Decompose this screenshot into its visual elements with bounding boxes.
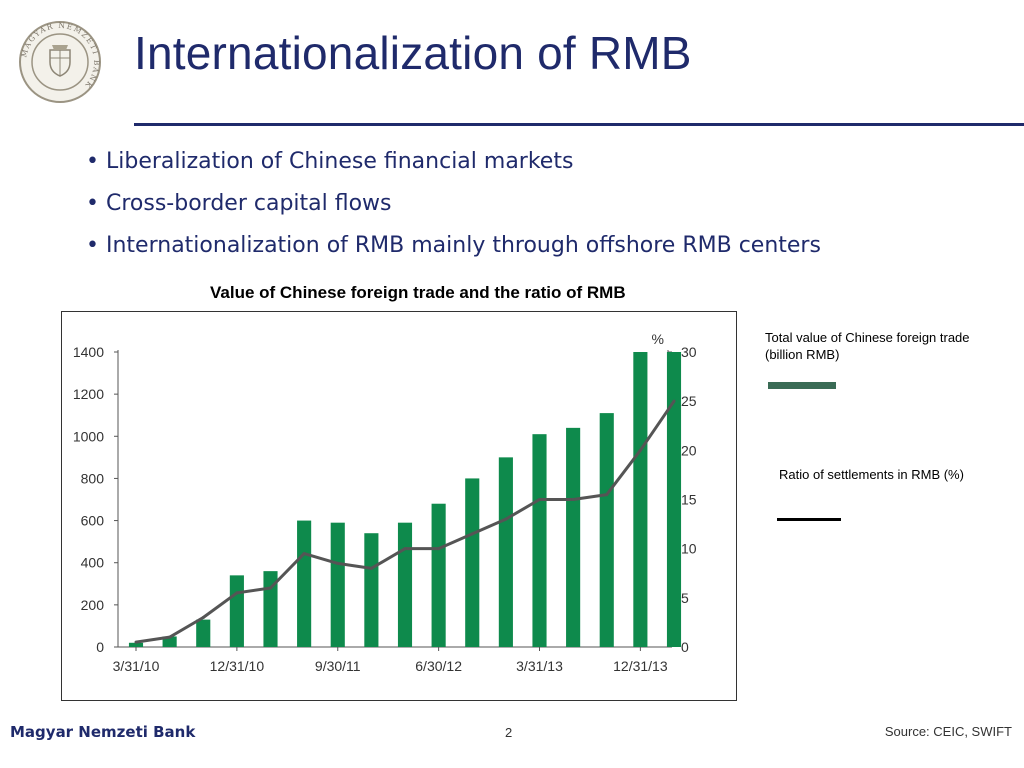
rmb-ratio-point xyxy=(538,498,541,501)
y-left-tick-label: 400 xyxy=(81,555,105,571)
y-right-tick-label: 20 xyxy=(681,442,697,458)
rmb-ratio-point xyxy=(302,552,306,556)
trade-chart: 0 200 400 600 800 1000 1200 1400 0 5 10 15 20 25 30% 3/… xyxy=(73,331,697,674)
footer-organization: Magyar Nemzeti Bank xyxy=(10,723,196,741)
trade-value-bar xyxy=(297,520,312,647)
rmb-ratio-point xyxy=(369,566,373,570)
title-divider xyxy=(134,123,1024,126)
rmb-ratio-point xyxy=(336,561,340,565)
x-tick-label: 12/31/13 xyxy=(613,658,668,674)
trade-value-bar xyxy=(364,533,379,647)
rmb-ratio-point xyxy=(168,635,172,639)
trade-value-bar xyxy=(397,522,413,647)
rmb-ratio-point xyxy=(134,640,138,644)
rmb-ratio-point xyxy=(269,586,272,590)
bullet-icon: • xyxy=(86,191,99,216)
trade-value-bar xyxy=(128,642,144,647)
rmb-ratio-point xyxy=(571,498,575,501)
trade-value-bar xyxy=(465,478,480,647)
rmb-ratio-point xyxy=(504,517,508,521)
rmb-ratio-point xyxy=(638,448,642,452)
trade-value-bar xyxy=(532,434,547,647)
trade-value-bar xyxy=(196,619,211,647)
rmb-ratio-point xyxy=(235,591,239,595)
y-left-tick-label: 800 xyxy=(81,470,105,486)
y-left-tick-label: 1200 xyxy=(73,386,104,402)
chart-title: Value of Chinese foreign trade and the r… xyxy=(210,283,626,302)
trade-value-bar xyxy=(330,522,345,647)
y-right-tick-label: 0 xyxy=(681,639,689,655)
trade-value-bar xyxy=(162,636,177,647)
bullet-list: • Liberalization of Chinese financial mar… xyxy=(86,146,821,272)
trade-value-bar xyxy=(633,352,648,647)
y-left-tick-label: 1400 xyxy=(73,344,104,360)
trade-value-bar xyxy=(263,571,278,647)
trade-value-bar xyxy=(229,575,244,647)
slide-title: Internationalization of RMB xyxy=(134,27,692,79)
bullet-item: • Cross-border capital flows xyxy=(86,188,821,230)
legend-bar-label: Total value of Chinese foreign trade (bi… xyxy=(765,330,970,362)
y-right-tick-label: 5 xyxy=(681,590,689,606)
y-right-tick-label: 15 xyxy=(681,492,697,508)
footer-source: Source: CEIC, SWIFT xyxy=(884,724,1012,739)
trade-value-bar xyxy=(498,457,513,647)
legend-line-label: Ratio of settlements in RMB (%) xyxy=(779,467,964,482)
x-tick-label: 9/30/11 xyxy=(315,658,361,674)
y-left-tick-label: 600 xyxy=(81,513,105,529)
bullet-icon: • xyxy=(86,149,99,174)
bullet-item: • Internationalization of RMB mainly thro… xyxy=(86,230,821,272)
bullet-item: • Liberalization of Chinese financial mar… xyxy=(86,146,821,188)
legend-bar-swatch xyxy=(768,382,836,389)
bullet-text: Cross-border capital flows xyxy=(106,191,392,216)
y-left-tick-label: 200 xyxy=(81,597,105,613)
chart-frame: 0 200 400 600 800 1000 1200 1400 0 5 10 15 20 25 30% 3/… xyxy=(61,311,737,701)
rmb-ratio-point xyxy=(437,547,441,551)
page-number: 2 xyxy=(505,725,513,740)
bullet-text: Internationalization of RMB mainly throu… xyxy=(106,233,821,258)
y-left-tick-label: 1000 xyxy=(73,428,104,444)
trade-value-bar xyxy=(599,413,614,647)
x-tick-label: 3/31/13 xyxy=(516,658,563,674)
bullet-icon: • xyxy=(86,233,99,258)
x-tick-label: 6/30/12 xyxy=(415,658,462,674)
trade-value-bar xyxy=(431,503,446,647)
magyar-nemzeti-bank-seal-icon: MAGYAR NEMZETI BANK xyxy=(18,20,102,104)
y-right-unit-label: % xyxy=(652,331,664,347)
bullet-text: Liberalization of Chinese financial mark… xyxy=(106,149,574,174)
rmb-ratio-point xyxy=(672,399,676,403)
y-right-tick-label: 10 xyxy=(681,541,697,557)
rmb-ratio-point xyxy=(403,547,407,551)
rmb-ratio-point xyxy=(605,493,609,497)
y-right-tick-label: 30 xyxy=(681,344,697,360)
rmb-ratio-point xyxy=(470,532,474,536)
rmb-ratio-point xyxy=(201,616,205,619)
y-left-tick-label: 0 xyxy=(96,639,104,655)
x-tick-label: 12/31/10 xyxy=(210,658,265,674)
x-tick-label: 3/31/10 xyxy=(113,658,160,674)
y-right-tick-label: 25 xyxy=(681,393,697,409)
legend-line-swatch xyxy=(777,518,841,521)
trade-value-bar xyxy=(666,352,682,647)
trade-value-bar xyxy=(566,427,581,647)
